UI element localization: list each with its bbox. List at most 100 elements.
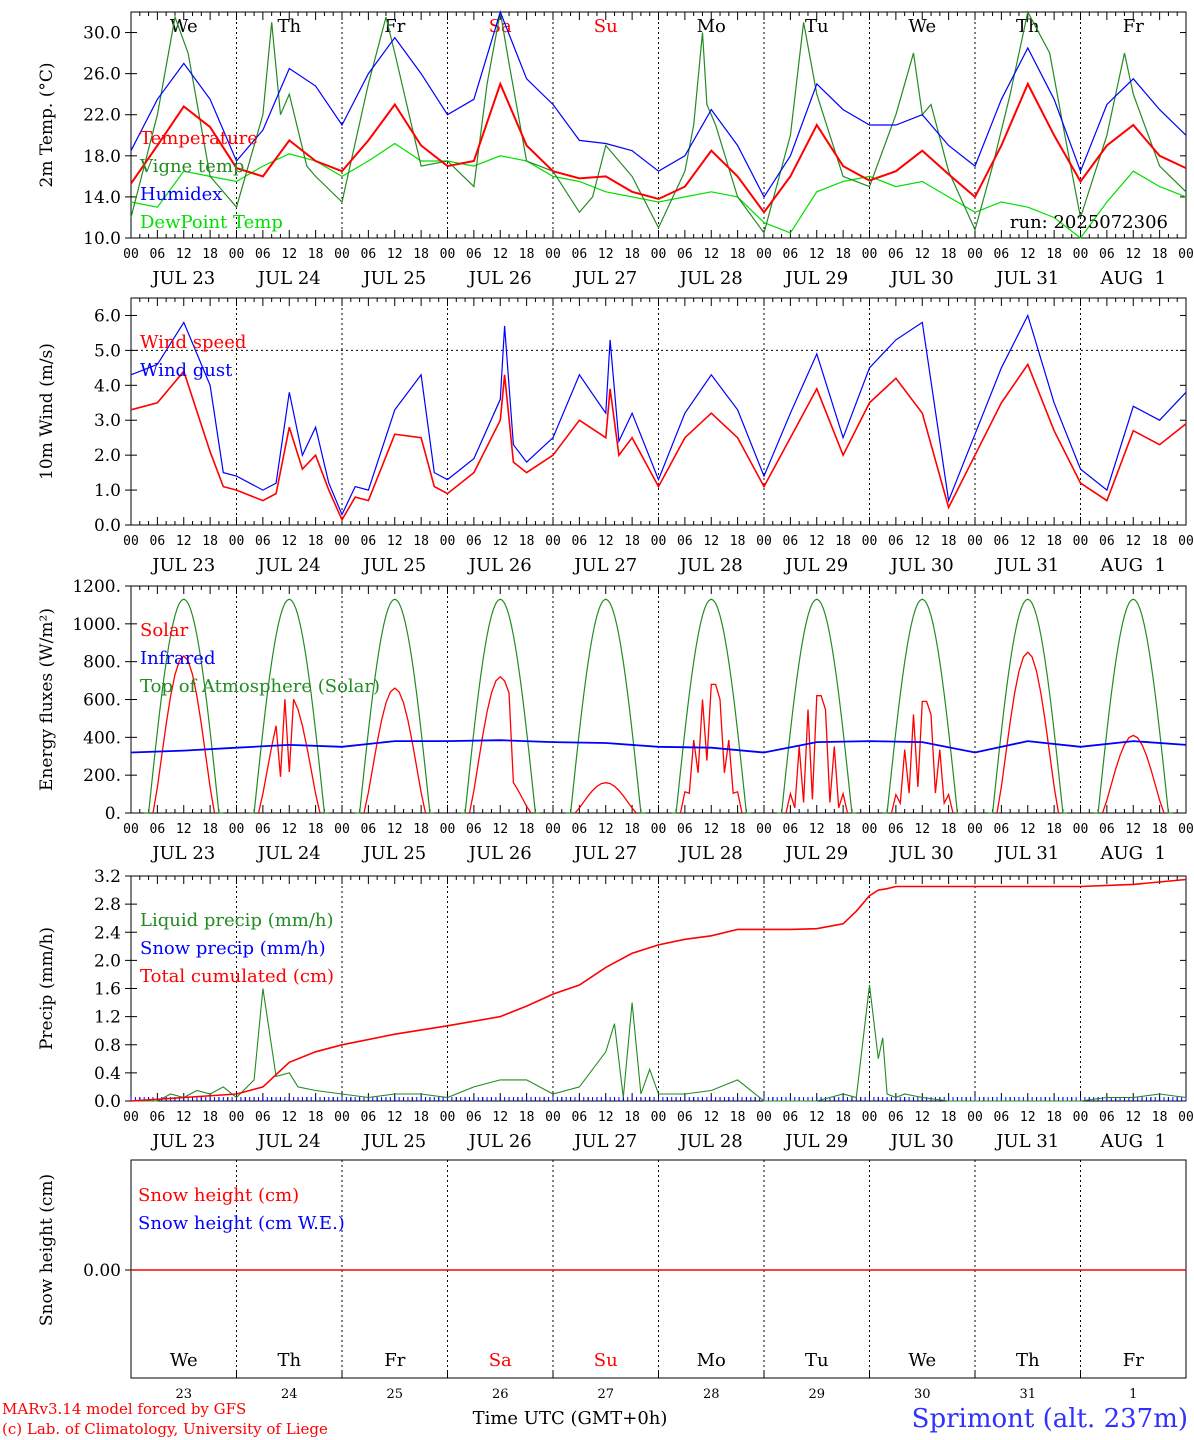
panel-snow: 0.00 Snow height (cm) Snow height (cm) Snow…: [37, 1159, 1187, 1402]
hour-tick-label: 18: [730, 247, 746, 262]
hour-tick-label: 12: [914, 822, 930, 837]
hour-tick-label: 06: [572, 1110, 588, 1125]
hour-tick-label: 12: [703, 822, 719, 837]
date-label: JUL 27: [572, 1131, 637, 1152]
hour-tick-label: 18: [413, 822, 429, 837]
y-tick-label: 3.0: [94, 411, 121, 431]
date-label: JUL 27: [572, 268, 637, 289]
hour-tick-label: 06: [783, 1110, 799, 1125]
time-axis-title: Time UTC (GMT+0h): [473, 1408, 668, 1429]
panel-frame: [130, 585, 1187, 814]
weekday-label: Su: [594, 1350, 618, 1371]
hour-tick-label: 06: [1099, 247, 1115, 262]
legend-entry: Wind gust: [140, 360, 233, 381]
day-number-label: 28: [703, 1387, 720, 1402]
hour-tick-label: 18: [1152, 1110, 1168, 1125]
y-tick-label: 5.0: [94, 341, 121, 361]
hour-tick-label: 00: [334, 822, 350, 837]
y-tick-label: 2.8: [94, 895, 121, 915]
date-label: JUL 28: [678, 843, 743, 864]
weekday-label: Fr: [384, 1350, 405, 1371]
hour-tick-label: 06: [888, 1110, 904, 1125]
hour-tick-label: 18: [624, 534, 640, 549]
date-label: AUG 1: [1100, 1131, 1166, 1152]
hour-tick-label: 18: [1046, 1110, 1062, 1125]
weekday-label: Tu: [805, 16, 829, 37]
hour-tick-label: 12: [176, 247, 192, 262]
hour-tick-label: 12: [703, 534, 719, 549]
hour-tick-label: 12: [1125, 247, 1141, 262]
y-tick-label: 800.: [83, 653, 121, 673]
y-tick-label: 26.0: [83, 65, 121, 85]
y-tick-label: 3.2: [94, 867, 121, 887]
weekday-label: Mo: [697, 16, 726, 37]
hour-tick-label: 06: [466, 534, 482, 549]
hour-tick-label: 06: [150, 822, 166, 837]
day-number-label: 24: [281, 1387, 298, 1402]
hour-tick-label: 06: [677, 822, 693, 837]
series-line-gust: [130, 313, 1187, 516]
hour-tick-label: 06: [572, 822, 588, 837]
legend-entry: Top of Atmosphere (Solar): [140, 676, 380, 697]
weekday-label: Tu: [805, 1350, 829, 1371]
date-label: AUG 1: [1100, 268, 1166, 289]
hour-tick-label: 06: [361, 822, 377, 837]
legend-entry: Wind speed: [140, 332, 246, 353]
panel-precip: 00 06 12 18 00 06 12 18 00 06 12 18 00 06 12 18 00 06 12 18…: [37, 867, 1194, 1152]
hour-tick-label: 12: [914, 247, 930, 262]
hour-tick-label: 00: [229, 1110, 245, 1125]
solar-day-line: [1101, 734, 1165, 814]
panel-wind: 00 06 12 18 00 06 12 18 00 06 12 18 00 06 12 18 00 06 12 18…: [37, 297, 1194, 576]
hour-tick-label: 06: [361, 534, 377, 549]
series-line-2: [130, 10, 1187, 199]
date-label: JUL 29: [783, 843, 848, 864]
hour-tick-label: 06: [677, 247, 693, 262]
y-tick-label: 1.0: [94, 481, 121, 501]
y-tick-label: 400.: [83, 728, 121, 748]
y-tick-label: 30.0: [83, 24, 121, 44]
y-tick-label: 2.4: [94, 923, 121, 943]
legend-entry: Infrared: [140, 648, 215, 669]
date-label: JUL 27: [572, 843, 637, 864]
hour-tick-label: 00: [229, 534, 245, 549]
y-axis-label: Snow height (cm): [37, 1174, 57, 1326]
hour-tick-label: 06: [1099, 534, 1115, 549]
hour-tick-label: 12: [1125, 1110, 1141, 1125]
hour-tick-label: 06: [994, 534, 1010, 549]
hour-tick-label: 00: [862, 822, 878, 837]
date-label: JUL 24: [256, 268, 321, 289]
y-tick-label: 10.0: [83, 229, 121, 249]
hour-tick-label: 00: [651, 534, 667, 549]
date-label: JUL 23: [150, 1131, 215, 1152]
hour-tick-label: 00: [440, 534, 456, 549]
hour-tick-label: 18: [1152, 822, 1168, 837]
panel-frame: [130, 297, 1187, 526]
hour-tick-label: 18: [413, 534, 429, 549]
y-tick-label: 2.0: [94, 446, 121, 466]
day-number-label: 29: [808, 1387, 825, 1402]
hour-tick-label: 00: [440, 1110, 456, 1125]
hour-tick-label: 18: [941, 1110, 957, 1125]
hour-tick-label: 18: [941, 534, 957, 549]
hour-tick-label: 06: [255, 247, 271, 262]
panel-flux: 00 06 12 18 00 06 12 18 00 06 12 18 00 06 12 18 00 06 12 18…: [37, 577, 1194, 864]
hour-tick-label: 12: [809, 822, 825, 837]
date-label: JUL 25: [361, 555, 426, 576]
date-label: JUL 26: [467, 555, 532, 576]
hour-tick-label: 06: [677, 534, 693, 549]
date-label: JUL 30: [889, 1131, 954, 1152]
date-label: JUL 28: [678, 268, 743, 289]
series-line-0: [130, 81, 1187, 214]
hour-tick-label: 06: [783, 534, 799, 549]
legend-entry: Snow height (cm): [138, 1185, 299, 1206]
hour-tick-label: 00: [440, 822, 456, 837]
weekday-label: Fr: [1123, 1350, 1144, 1371]
toa-arch: [988, 598, 1068, 814]
hour-tick-label: 12: [598, 822, 614, 837]
hour-tick-label: 06: [888, 822, 904, 837]
weekday-label: Mo: [697, 1350, 726, 1371]
hour-tick-label: 00: [123, 534, 139, 549]
date-label: JUL 31: [994, 843, 1059, 864]
hour-tick-label: 12: [809, 247, 825, 262]
solar-day-line: [574, 782, 637, 814]
